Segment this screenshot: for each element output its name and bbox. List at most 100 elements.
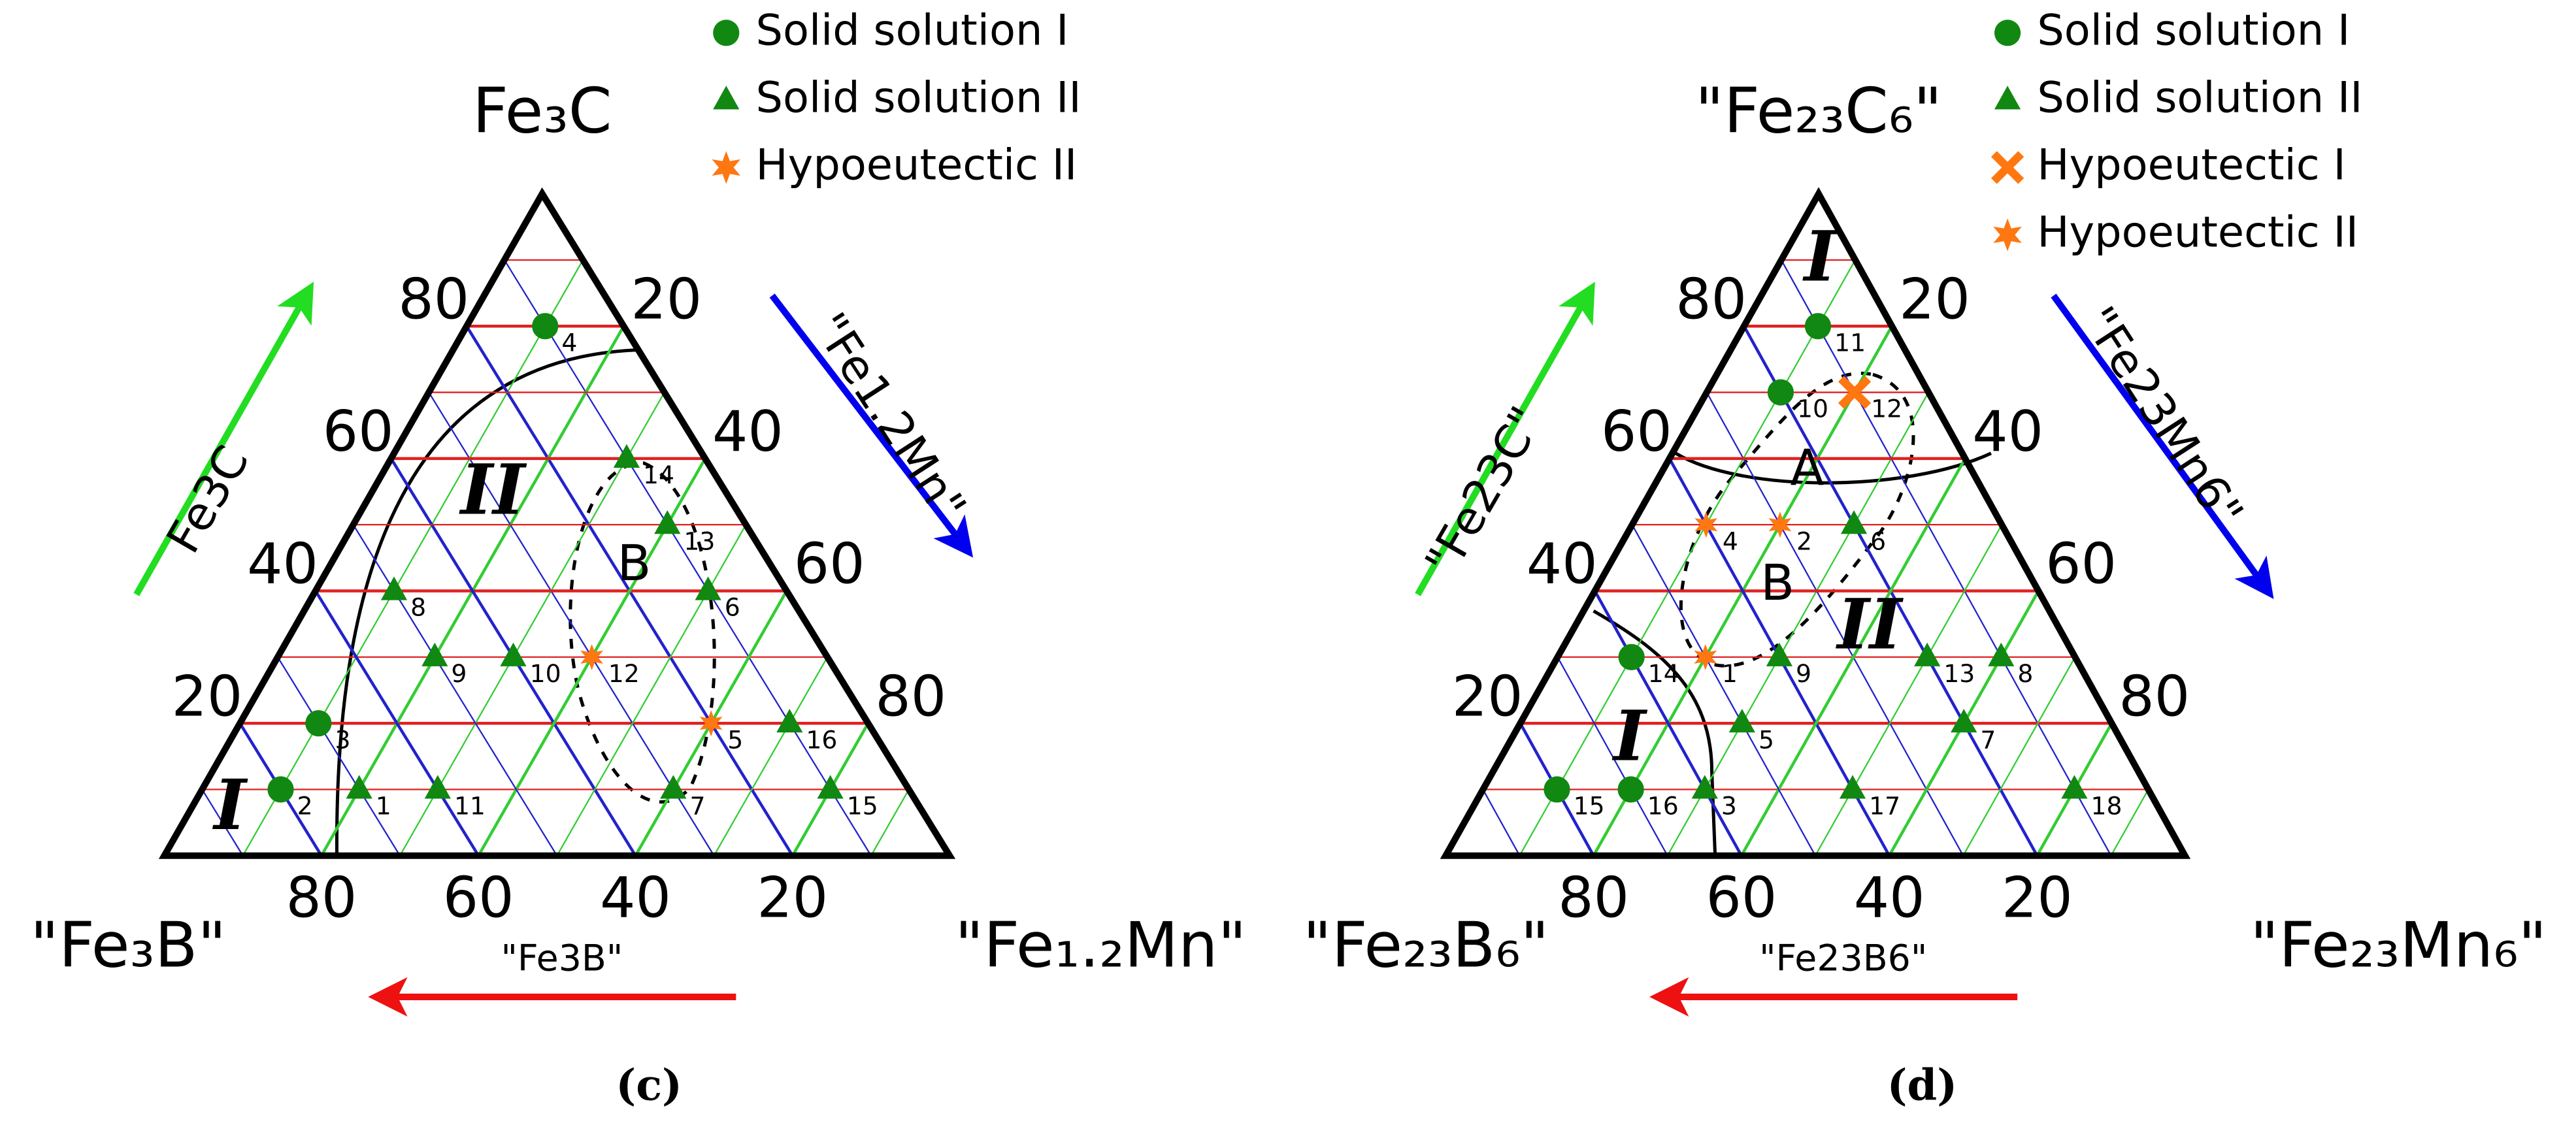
region-label: A — [1791, 439, 1825, 497]
legend-label: Solid solution II — [756, 73, 1082, 122]
axis-arrow — [769, 293, 974, 558]
right-tick-label: 20 — [631, 267, 702, 332]
grid-line-left — [277, 657, 401, 856]
legend-label: Solid solution I — [2037, 5, 2350, 55]
legend-label: Hypoeutectic II — [756, 140, 1078, 189]
point — [421, 642, 448, 666]
axis-arrow — [1415, 282, 1595, 596]
point — [1694, 644, 1717, 670]
point — [695, 576, 721, 600]
grid-line-left — [1557, 657, 1668, 856]
triangle-frame — [158, 187, 956, 859]
point-label: 14 — [1648, 659, 1679, 688]
legend-marker — [713, 86, 740, 110]
bottom-tick-label: 80 — [1558, 866, 1629, 931]
point-label: 6 — [1870, 527, 1886, 555]
right-tick-label: 20 — [1899, 267, 1970, 332]
point — [424, 775, 451, 799]
right-tick-label: 80 — [2119, 664, 2190, 729]
grid-line-left — [1780, 259, 2112, 856]
point-label: 1 — [376, 792, 391, 821]
left-tick-label: 20 — [171, 664, 242, 729]
point — [654, 510, 681, 534]
point — [1766, 642, 1793, 666]
legend-marker — [712, 151, 741, 184]
point-label: 16 — [1647, 792, 1679, 821]
point — [500, 642, 527, 666]
vertex-label: "Fe₂₃Mn₆" — [2250, 908, 2547, 981]
axis-label: "Fe23Mn6" — [2072, 297, 2254, 537]
vertex-label: "Fe₁.₂Mn" — [955, 908, 1246, 981]
vertex-label: "Fe₂₃B₆" — [1303, 908, 1549, 981]
point-label: 9 — [1796, 659, 1811, 688]
legend-marker — [713, 20, 740, 46]
region-label: B — [1760, 554, 1794, 611]
point — [2061, 775, 2088, 799]
point — [1914, 642, 1941, 666]
bottom-tick-label: 40 — [600, 866, 671, 931]
grid-line-left — [1706, 392, 1964, 856]
point — [346, 775, 372, 799]
point — [817, 775, 844, 799]
vertex-label: "Fe₃B" — [30, 908, 226, 981]
point-label: 10 — [1797, 395, 1828, 423]
region-label: II — [459, 449, 527, 530]
point-label: 11 — [454, 792, 486, 821]
point-label: 9 — [451, 659, 467, 688]
point — [1694, 512, 1718, 538]
point — [580, 644, 604, 670]
point — [699, 709, 723, 737]
region-label: I — [212, 764, 248, 845]
left-tick-label: 40 — [247, 532, 318, 597]
right-tick-label: 40 — [712, 400, 784, 465]
ternary-plot: 20 20 20 40 40 40 60 60 60 80 80 80 Fe₃C "Fe₃B" "Fe₁.₂… — [30, 5, 1246, 1110]
point — [532, 313, 559, 340]
right-tick-label: 60 — [2045, 532, 2117, 597]
point — [660, 775, 687, 799]
point-label: 8 — [410, 593, 426, 622]
grid-line-right — [713, 657, 829, 856]
legend-marker — [1994, 86, 2021, 110]
bottom-tick-label: 40 — [1854, 866, 1925, 931]
grid-line-left — [1482, 789, 1521, 856]
point — [1691, 775, 1718, 799]
point-label: 3 — [335, 725, 350, 754]
left-tick-label: 80 — [1676, 267, 1747, 332]
grid-line-right — [1666, 392, 1930, 856]
grid-line-left — [352, 524, 558, 856]
ternary-plot: 20 20 20 40 40 40 60 60 60 80 80 80 "Fe₂₃C₆" "Fe₂₃B₆"… — [1303, 5, 2547, 1110]
point — [380, 576, 408, 600]
point — [1768, 512, 1792, 538]
grid-line-right — [870, 789, 910, 856]
region-label: B — [618, 534, 652, 592]
left-tick-label: 60 — [323, 400, 394, 465]
axis-label: Fe3C — [156, 437, 259, 562]
point-label: 14 — [643, 461, 674, 489]
grid-line-left — [503, 259, 872, 856]
legend-marker — [1993, 218, 2022, 252]
legend-label: Hypoeutectic II — [2037, 208, 2358, 257]
point-label: 17 — [1869, 792, 1900, 821]
triangle-frame — [1440, 187, 2191, 859]
point-label: 3 — [1721, 792, 1737, 821]
bottom-tick-label: 60 — [1706, 866, 1777, 931]
legend-marker — [1990, 151, 2024, 184]
point-label: 18 — [2091, 792, 2122, 821]
boundary-curve — [1674, 451, 1992, 485]
axis-arrow — [2051, 293, 2274, 599]
bottom-tick-label: 60 — [443, 866, 514, 931]
point-label: 12 — [1871, 395, 1902, 423]
point — [305, 709, 332, 737]
axis-label: "Fe1.2Mn" — [802, 303, 976, 530]
right-tick-label: 40 — [1972, 400, 2043, 465]
legend-marker — [1994, 20, 2021, 46]
bottom-tick-label: 80 — [286, 866, 357, 931]
region-label: I — [1802, 216, 1839, 297]
caption: (c) — [616, 1061, 682, 1111]
bottom-tick-label: 20 — [757, 866, 828, 931]
point-label: 13 — [1943, 659, 1975, 688]
point — [1617, 776, 1644, 803]
grid-line-left — [1631, 524, 1816, 856]
vertex-label: Fe₃C — [472, 74, 612, 147]
point-label: 11 — [1834, 328, 1866, 357]
